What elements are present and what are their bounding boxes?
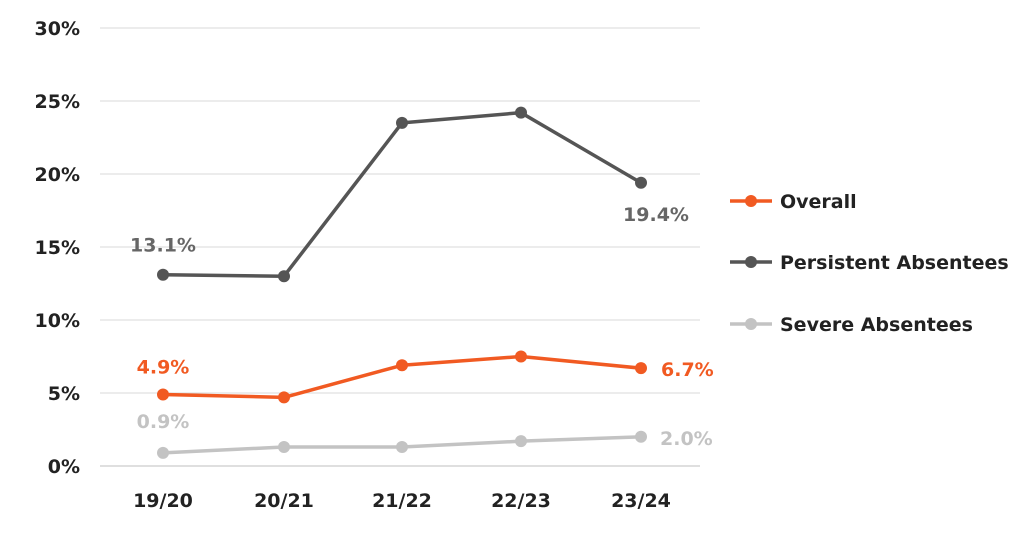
series-line [161, 110, 643, 278]
data-point [515, 350, 527, 363]
data-label: 2.0% [660, 428, 713, 450]
x-tick-label: 21/22 [372, 490, 432, 512]
legend-label: Persistent Absentees [780, 252, 1009, 274]
data-point [635, 362, 647, 375]
gridlines [100, 27, 700, 467]
data-point [515, 106, 527, 119]
legend-swatch-marker [745, 318, 757, 330]
data-point [396, 441, 408, 454]
data-labels: 4.9% 6.7% 13.1% 19.4% 0.9% 2.0% [130, 204, 714, 450]
y-tick-label: 20% [35, 164, 80, 186]
data-label: 0.9% [137, 411, 190, 433]
x-tick-label: 19/20 [133, 490, 193, 512]
legend: Overall Persistent Absentees Severe Absent… [730, 191, 1009, 336]
legend-label: Severe Absentees [780, 314, 973, 336]
data-point [515, 435, 527, 448]
y-axis-ticks: 0% 5% 10% 15% 20% 25% 30% [35, 18, 80, 478]
data-label: 19.4% [623, 204, 689, 226]
y-tick-label: 5% [48, 383, 80, 405]
x-tick-label: 23/24 [611, 490, 671, 512]
x-tick-label: 20/21 [254, 490, 314, 512]
y-tick-label: 0% [48, 456, 80, 478]
x-axis-ticks: 19/20 20/21 21/22 22/23 23/24 [133, 490, 671, 512]
data-point [635, 176, 647, 189]
data-point [278, 441, 290, 454]
series-lines [157, 106, 647, 459]
data-point [157, 268, 169, 281]
data-point [157, 446, 169, 459]
data-point [157, 388, 169, 401]
data-label: 4.9% [137, 356, 190, 378]
data-point [635, 430, 647, 443]
data-point [396, 116, 408, 129]
y-tick-label: 10% [35, 310, 80, 332]
data-point [278, 391, 290, 404]
y-tick-label: 30% [35, 18, 80, 40]
legend-swatch-marker [745, 195, 757, 207]
y-tick-label: 15% [35, 237, 80, 259]
x-tick-label: 22/23 [491, 490, 551, 512]
legend-swatch-marker [745, 256, 757, 268]
data-point [278, 270, 290, 283]
legend-label: Overall [780, 191, 857, 213]
y-tick-label: 25% [35, 91, 80, 113]
data-label: 6.7% [661, 359, 714, 381]
data-label: 13.1% [130, 235, 196, 257]
data-point [396, 359, 408, 372]
